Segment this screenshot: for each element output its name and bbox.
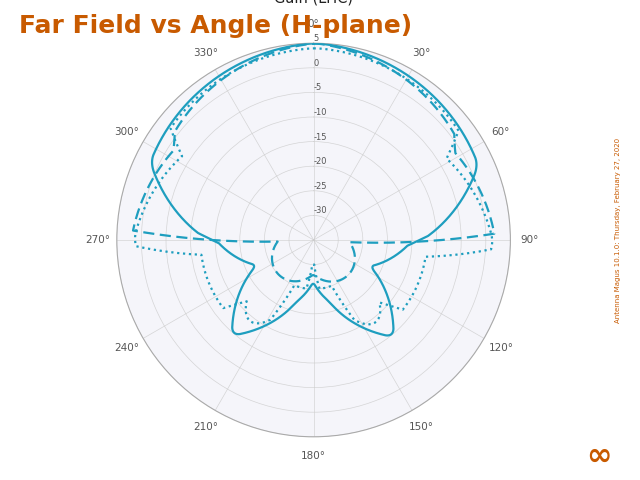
Text: Far Field vs Angle (H-plane): Far Field vs Angle (H-plane) [19,14,412,38]
Title: Gain (LHC): Gain (LHC) [274,0,353,5]
Text: Antenna Magus 10.1.0: Thursday, February 27, 2020: Antenna Magus 10.1.0: Thursday, February… [614,138,621,323]
Text: ∞: ∞ [586,442,611,470]
